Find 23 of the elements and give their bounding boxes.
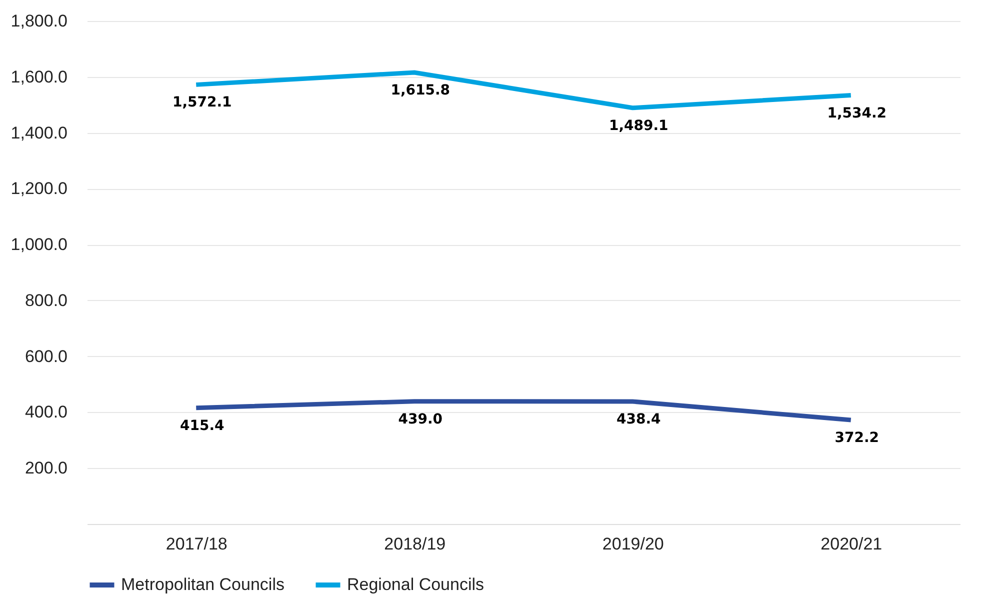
y-tick-label: 1,400.0 [10, 123, 68, 142]
legend-label: Regional Councils [347, 575, 484, 594]
data-label: 1,615.8 [390, 82, 450, 98]
data-label: 1,534.2 [827, 105, 887, 122]
y-tick-label: 1,600.0 [10, 67, 68, 86]
y-tick-label: 1,000.0 [10, 235, 68, 254]
y-tick-label: 1,200.0 [10, 179, 68, 198]
data-label: 415.4 [180, 418, 225, 434]
data-label: 439.0 [398, 411, 443, 428]
data-label: 1,572.1 [172, 94, 232, 111]
x-tick-label: 2019/20 [602, 534, 664, 554]
y-tick-label: 400.0 [24, 402, 68, 422]
y-tick-label: 1,800.0 [10, 12, 68, 30]
data-label: 372.2 [834, 430, 880, 446]
data-label: 1,489.1 [608, 118, 668, 134]
data-label: 438.4 [616, 411, 662, 428]
x-tick-label: 2020/21 [820, 534, 882, 554]
legend-label: Metropolitan Councils [121, 575, 284, 594]
x-tick-label: 2017/18 [166, 534, 228, 554]
y-tick-label: 200.0 [24, 458, 68, 478]
y-tick-label: 600.0 [24, 346, 68, 366]
x-tick-label: 2018/19 [384, 534, 446, 554]
y-tick-label: 800.0 [24, 290, 68, 310]
